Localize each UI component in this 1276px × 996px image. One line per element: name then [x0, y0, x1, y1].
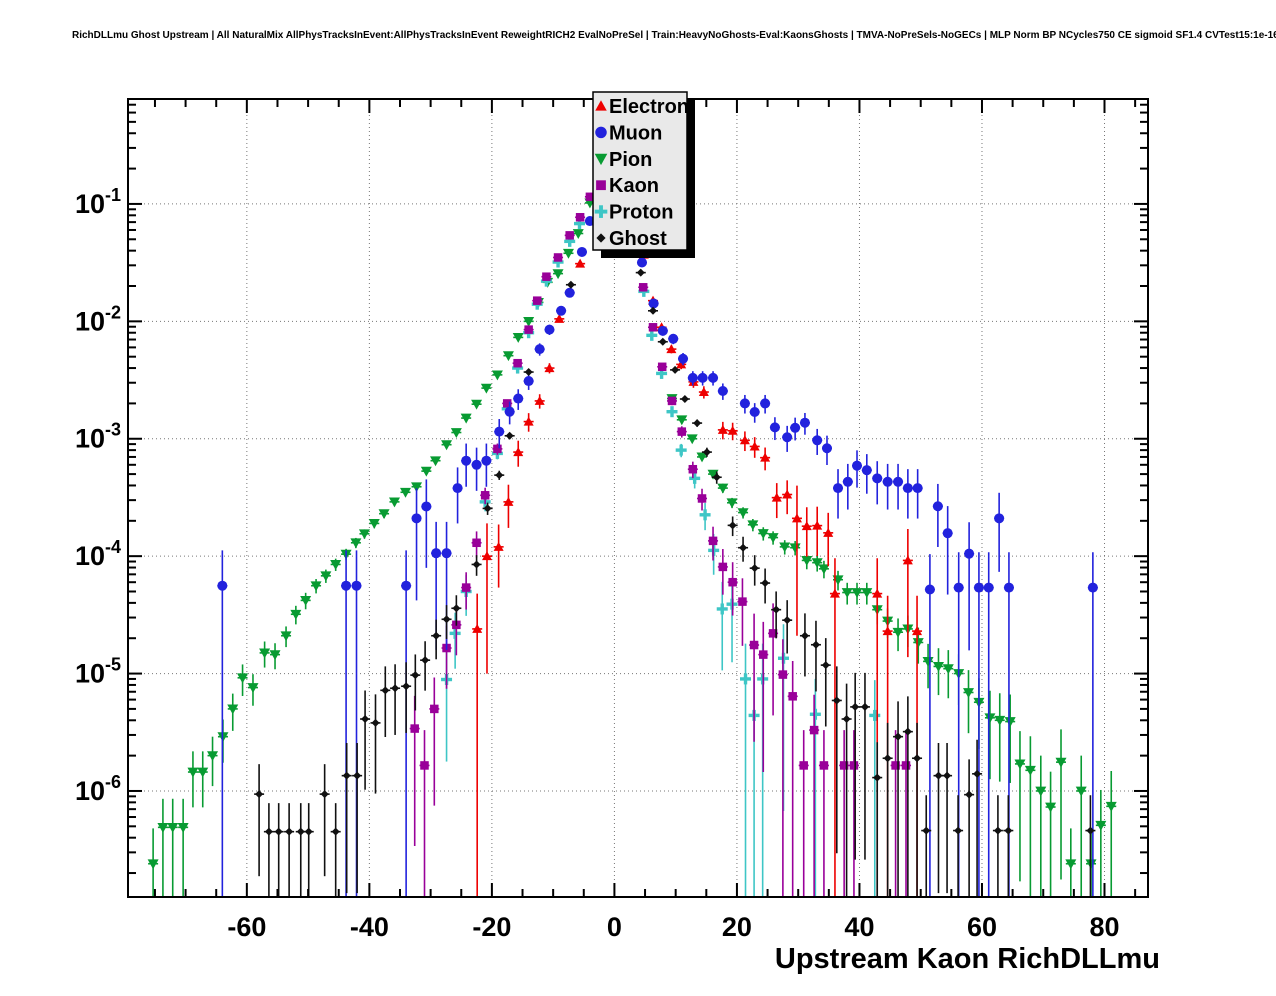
- x-tick-label: 40: [844, 912, 874, 942]
- y-tick-label: 10-1: [75, 185, 121, 219]
- y-tick-label: 10-5: [75, 655, 121, 689]
- legend-entry-ghost: Ghost: [596, 228, 667, 250]
- series-kaon: [409, 192, 912, 897]
- axes: -60 -40 -20 0 20 40 60 80 10-1 10-2 10-3 10-4 10-5 10…: [75, 99, 1148, 942]
- legend-entry-muon: Muon: [595, 122, 662, 144]
- series-pion: [147, 198, 1117, 897]
- legend-label-ghost: Ghost: [609, 228, 667, 250]
- plot-title: RichDLLmu Ghost Upstream | All NaturalMi…: [72, 30, 1276, 41]
- legend-label-electron: Electron: [609, 96, 689, 118]
- series-layer: [147, 192, 1117, 897]
- legend-label-proton: Proton: [609, 202, 673, 224]
- x-tick-label: 20: [722, 912, 752, 942]
- legend-label-muon: Muon: [609, 122, 662, 144]
- series-ghost: [254, 268, 1096, 897]
- x-tick-label: 80: [1089, 912, 1119, 942]
- x-tick-label: -60: [227, 912, 266, 942]
- legend-entry-pion: Pion: [594, 149, 652, 171]
- y-tick-label: 10-6: [75, 772, 121, 806]
- legend: Electron Muon Pion Kaon Proton Ghost: [592, 91, 695, 258]
- x-tick-label: 0: [607, 912, 622, 942]
- y-tick-label: 10-4: [75, 537, 121, 571]
- legend-entry-electron: Electron: [595, 96, 689, 118]
- y-tick-label: 10-2: [75, 302, 121, 336]
- x-axis-title: Upstream Kaon RichDLLmu: [775, 943, 1160, 975]
- legend-box: [592, 91, 688, 251]
- legend-label-pion: Pion: [609, 149, 652, 171]
- x-tick-label: -20: [472, 912, 511, 942]
- legend-label-kaon: Kaon: [609, 175, 659, 197]
- legend-entry-proton: Proton: [594, 202, 673, 224]
- legend-entry-kaon: Kaon: [596, 175, 659, 197]
- y-tick-label: 10-3: [75, 420, 121, 454]
- x-tick-label: -40: [350, 912, 389, 942]
- x-tick-label: 60: [967, 912, 997, 942]
